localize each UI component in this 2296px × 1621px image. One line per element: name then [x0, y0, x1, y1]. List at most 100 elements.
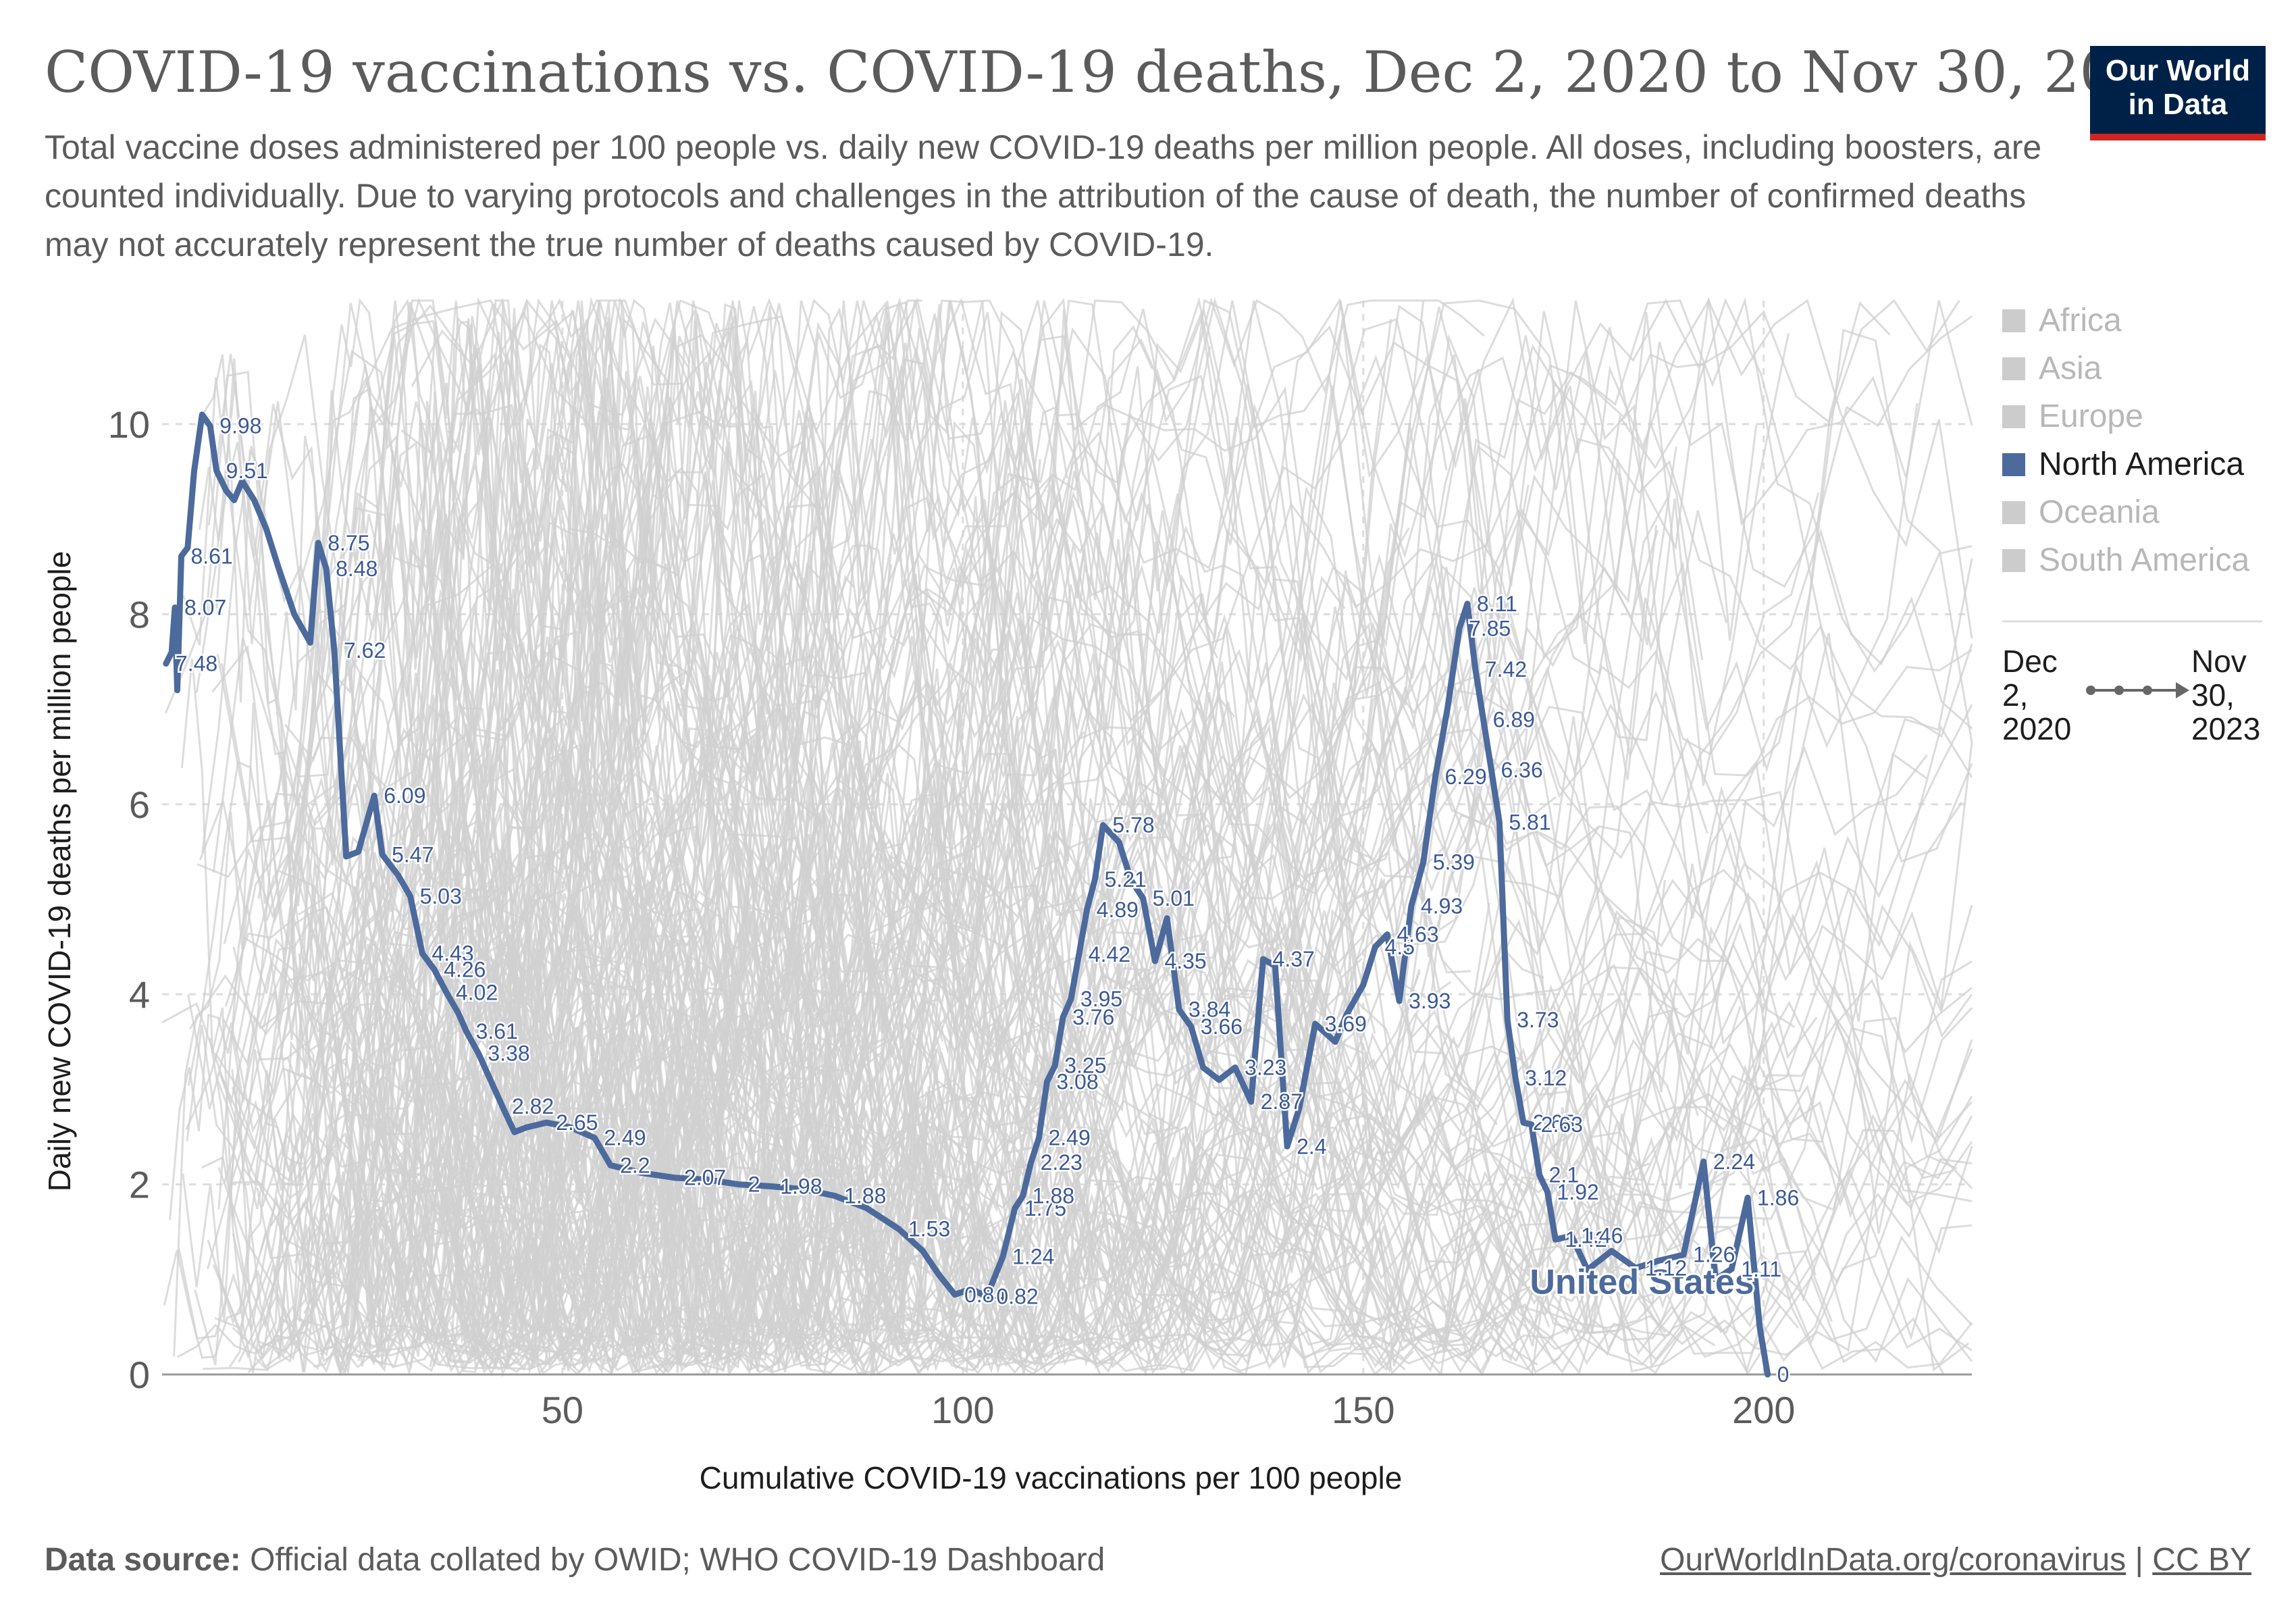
- data-label: 6.29: [1444, 765, 1486, 789]
- country-line: [325, 302, 792, 1375]
- data-label: 5.81: [1509, 810, 1550, 834]
- data-label: 0.82: [996, 1285, 1038, 1309]
- data-label: 2.82: [512, 1094, 554, 1118]
- data-label: 3.84: [1189, 998, 1230, 1022]
- x-axis-label: Cumulative COVID-19 vaccinations per 100…: [700, 1460, 1403, 1495]
- data-label: 5.78: [1112, 813, 1154, 838]
- data-label: 4.42: [1089, 942, 1130, 967]
- country-line: [378, 657, 1693, 1352]
- data-label: 2.1: [1549, 1163, 1579, 1187]
- data-label: 9.98: [219, 414, 261, 438]
- data-label: 2.49: [604, 1126, 646, 1150]
- owid-logo[interactable]: Our World in Data: [2090, 46, 2266, 140]
- data-label: 2.65: [556, 1110, 598, 1135]
- chart-title: COVID-19 vaccinations vs. COVID-19 death…: [45, 39, 2188, 105]
- data-label: 1.53: [908, 1217, 950, 1241]
- data-label: 0.84: [964, 1283, 1006, 1307]
- data-label: 4.43: [432, 942, 473, 966]
- data-label: 8.48: [336, 557, 377, 581]
- data-label: 4.89: [1097, 898, 1139, 922]
- chart-subtitle: Total vaccine doses administered per 100…: [45, 128, 2042, 263]
- data-label: 1.42: [1565, 1227, 1607, 1252]
- data-label: 3.73: [1517, 1008, 1559, 1032]
- country-line: [461, 528, 1973, 1330]
- data-label: 3.69: [1325, 1012, 1367, 1036]
- data-label: 1.11: [1741, 1257, 1781, 1281]
- country-line: [429, 583, 1796, 1037]
- background-country-lines: [161, 297, 1973, 1379]
- united-states-line[interactable]: [163, 411, 1771, 1378]
- country-line: [409, 315, 1973, 1281]
- time-dot: [2114, 686, 2124, 695]
- country-line: [292, 298, 1752, 1142]
- country-line: [222, 886, 1421, 1285]
- country-line: [203, 298, 664, 1060]
- legend-swatch: [2002, 501, 2025, 524]
- data-label: 4.26: [444, 958, 486, 982]
- data-label: 9.51: [226, 459, 268, 483]
- country-line: [217, 1007, 1679, 1372]
- country-line: [448, 1041, 1954, 1374]
- country-line: [294, 684, 992, 1358]
- data-label: 3.95: [1080, 987, 1122, 1011]
- x-tick-label: 150: [1332, 1389, 1394, 1431]
- data-label: 4.63: [1397, 923, 1438, 947]
- data-label: 3.25: [1064, 1054, 1106, 1078]
- time-arrow-head: [2176, 682, 2189, 698]
- data-labels: 7.48 8.07 8.61 9.98 9.51 8.758.48 7.62 6.09 5.47…: [174, 412, 1800, 1388]
- country-line: [194, 365, 1213, 1366]
- y-tick-label: 6: [129, 783, 150, 826]
- data-label: 6.89: [1493, 708, 1535, 732]
- data-label: 7.62: [344, 638, 386, 663]
- legend-item[interactable]: Africa: [2039, 303, 2122, 338]
- time-end-label: 2023: [2191, 711, 2260, 746]
- legend-item[interactable]: Europe: [2039, 398, 2143, 434]
- legend-swatch: [2002, 309, 2025, 332]
- time-dot: [2086, 686, 2095, 695]
- country-line: [479, 797, 1376, 1371]
- data-label: 4.93: [1421, 894, 1463, 918]
- data-label: 4.35: [1164, 949, 1206, 973]
- logo-line-1: Our World: [2105, 54, 2251, 87]
- country-line: [344, 761, 1401, 1377]
- source-link[interactable]: OurWorldInData.org/coronavirus: [1660, 1542, 2127, 1578]
- data-label: 7.48: [176, 652, 217, 676]
- data-label: 6.09: [384, 783, 425, 808]
- country-line: [374, 831, 1818, 1376]
- y-tick-label: 8: [129, 593, 150, 636]
- data-label: 6.36: [1501, 758, 1542, 782]
- data-label: 1.75: [1024, 1196, 1066, 1220]
- country-line: [419, 398, 1958, 1364]
- country-line: [447, 297, 951, 1372]
- data-label: 2.65: [1533, 1110, 1575, 1135]
- license-link[interactable]: CC BY: [2152, 1542, 2251, 1578]
- data-label: 1.24: [1012, 1245, 1054, 1269]
- country-line: [325, 957, 1973, 1374]
- data-label: 2.87: [1261, 1089, 1303, 1114]
- country-line: [176, 954, 1139, 1371]
- data-label: 2: [748, 1173, 760, 1197]
- legend-item[interactable]: North America: [2039, 446, 2244, 482]
- y-tick-label: 0: [129, 1354, 150, 1396]
- data-label: 8.07: [184, 595, 226, 619]
- data-label: 3.38: [488, 1041, 529, 1065]
- data-label: 1.92: [1557, 1180, 1599, 1204]
- legend-item[interactable]: Oceania: [2039, 494, 2160, 530]
- legend-item[interactable]: Asia: [2039, 351, 2102, 386]
- legend-item[interactable]: South America: [2039, 542, 2249, 578]
- x-tick-label: 100: [931, 1389, 994, 1431]
- time-start-label: Dec: [2002, 644, 2058, 679]
- x-tick-label: 50: [542, 1389, 583, 1431]
- data-label: 8.11: [1477, 592, 1517, 616]
- data-label: 2.23: [1041, 1150, 1082, 1175]
- data-label: 2.49: [1048, 1126, 1090, 1150]
- data-label: 7.85: [1469, 616, 1511, 640]
- data-label: 1.98: [780, 1174, 822, 1198]
- legend-swatch: [2002, 453, 2025, 476]
- data-label: 2.07: [684, 1166, 726, 1190]
- country-line: [455, 686, 1740, 1374]
- data-label: 3.76: [1072, 1005, 1114, 1029]
- data-label: 3.66: [1201, 1014, 1243, 1039]
- country-line: [201, 879, 1259, 1376]
